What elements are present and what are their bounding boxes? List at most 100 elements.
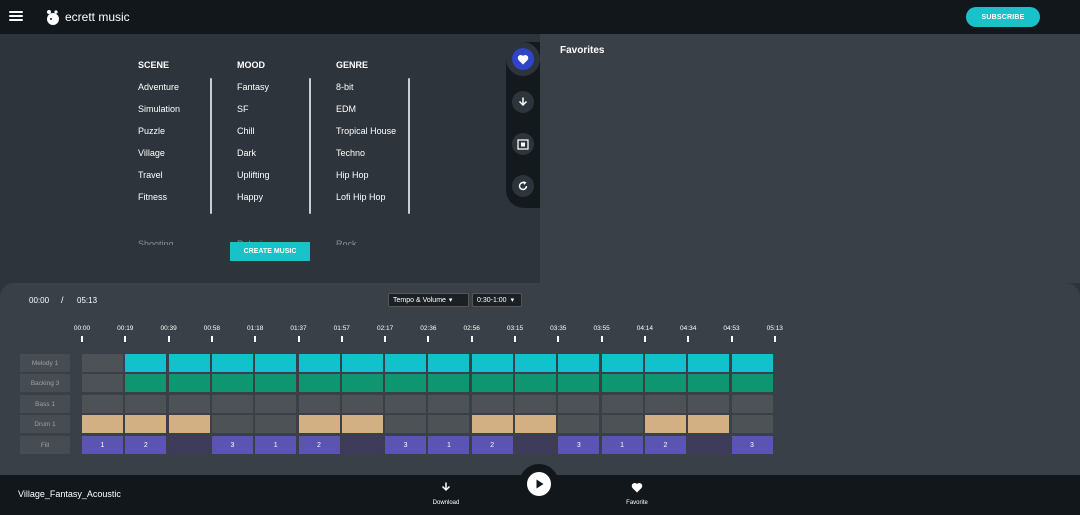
filter-item[interactable]: EDM (336, 104, 356, 114)
filter-item-partial[interactable]: Rock (336, 239, 357, 245)
filter-item[interactable]: Dark (237, 148, 257, 158)
filter-item[interactable]: Chill (237, 126, 255, 136)
fill-cell[interactable]: 3 (211, 436, 253, 454)
track-cell[interactable] (601, 374, 643, 392)
play-button[interactable] (519, 464, 559, 504)
track-cell[interactable] (688, 415, 730, 433)
track-cell[interactable] (515, 415, 556, 433)
track-cell[interactable] (688, 374, 730, 392)
subscribe-button[interactable]: SUBSCRIBE (966, 7, 1040, 27)
track-cell[interactable] (255, 374, 297, 392)
fill-cell[interactable] (168, 436, 210, 454)
track-cell[interactable] (211, 374, 253, 392)
track-cell[interactable] (428, 374, 470, 392)
favorites-tab[interactable] (506, 42, 540, 76)
filter-item[interactable]: Adventure (138, 82, 180, 92)
track-cell[interactable] (255, 354, 297, 372)
filter-item[interactable]: SF (237, 104, 249, 114)
track-cell[interactable] (471, 354, 513, 372)
track-cell[interactable] (644, 374, 686, 392)
history-tab[interactable] (506, 169, 540, 203)
fill-cell[interactable]: 1 (82, 436, 123, 454)
filter-item[interactable]: Fitness (138, 192, 168, 202)
track-cell[interactable] (341, 395, 383, 413)
track-cell[interactable] (385, 354, 427, 372)
fill-cell[interactable] (688, 436, 730, 454)
fill-cell[interactable]: 3 (385, 436, 427, 454)
track-cell[interactable] (644, 354, 686, 372)
filter-item[interactable]: Fantasy (237, 82, 270, 92)
video-tab[interactable] (506, 127, 540, 161)
track-cell[interactable] (125, 354, 167, 372)
filter-item[interactable]: Simulation (138, 104, 181, 114)
track-cell[interactable] (558, 354, 600, 372)
track-cell[interactable] (298, 415, 340, 433)
track-cell[interactable] (688, 395, 730, 413)
track-label[interactable]: Bass 1 (20, 395, 70, 413)
track-cell[interactable] (82, 374, 123, 392)
track-cell[interactable] (515, 395, 556, 413)
fill-cell[interactable]: 2 (125, 436, 167, 454)
brand-name[interactable]: ecrett music (65, 10, 130, 24)
filter-item[interactable]: Techno (336, 148, 366, 158)
track-cell[interactable] (341, 415, 383, 433)
track-cell[interactable] (515, 374, 556, 392)
track-cell[interactable] (125, 395, 167, 413)
mood-scrollbar[interactable] (309, 78, 311, 214)
track-cell[interactable] (731, 395, 773, 413)
filter-item[interactable]: Lofi Hip Hop (336, 192, 386, 202)
track-cell[interactable] (125, 374, 167, 392)
track-cell[interactable] (168, 374, 210, 392)
track-cell[interactable] (341, 374, 383, 392)
track-cell[interactable] (731, 374, 773, 392)
filter-item[interactable]: 8-bit (336, 82, 354, 92)
track-cell[interactable] (731, 354, 773, 372)
filter-item[interactable]: Village (138, 148, 165, 158)
fill-cell[interactable]: 2 (471, 436, 513, 454)
filter-item[interactable]: Tropical House (336, 126, 397, 136)
track-cell[interactable] (385, 415, 427, 433)
track-cell[interactable] (601, 354, 643, 372)
fill-cell[interactable]: 3 (731, 436, 773, 454)
scene-scrollbar[interactable] (210, 78, 212, 214)
filter-item[interactable]: Puzzle (138, 126, 166, 136)
mode-select[interactable]: Tempo & Volume ▾ (388, 293, 469, 307)
track-label[interactable]: Melody 1 (20, 354, 70, 372)
fill-cell[interactable]: 1 (255, 436, 297, 454)
track-cell[interactable] (428, 395, 470, 413)
track-cell[interactable] (82, 354, 123, 372)
track-cell[interactable] (341, 354, 383, 372)
range-select[interactable]: 0:30-1:00 ▾ (472, 293, 522, 307)
track-cell[interactable] (255, 415, 297, 433)
filter-item-partial[interactable]: Shooting (138, 239, 174, 245)
downloads-tab[interactable] (506, 85, 540, 119)
track-cell[interactable] (688, 354, 730, 372)
genre-scrollbar[interactable] (408, 78, 410, 214)
track-cell[interactable] (298, 354, 340, 372)
track-cell[interactable] (385, 374, 427, 392)
filter-item[interactable]: Travel (138, 170, 163, 180)
track-cell[interactable] (211, 395, 253, 413)
track-label[interactable]: Backing 3 (20, 374, 70, 392)
filter-item[interactable]: Hip Hop (336, 170, 369, 180)
track-cell[interactable] (601, 395, 643, 413)
track-cell[interactable] (385, 395, 427, 413)
track-cell[interactable] (601, 415, 643, 433)
favorite-button[interactable]: Favorite (612, 480, 662, 506)
download-button[interactable]: Download (421, 480, 471, 506)
track-cell[interactable] (731, 415, 773, 433)
fill-cell[interactable]: 2 (644, 436, 686, 454)
track-cell[interactable] (168, 395, 210, 413)
track-cell[interactable] (82, 395, 123, 413)
track-cell[interactable] (558, 374, 600, 392)
track-cell[interactable] (211, 415, 253, 433)
track-cell[interactable] (168, 415, 210, 433)
track-cell[interactable] (558, 415, 600, 433)
fill-cell[interactable]: 1 (428, 436, 470, 454)
track-cell[interactable] (298, 395, 340, 413)
track-cell[interactable] (428, 354, 470, 372)
create-music-button[interactable]: CREATE MUSIC (230, 242, 310, 261)
fill-cell[interactable] (515, 436, 556, 454)
track-cell[interactable] (558, 395, 600, 413)
track-cell[interactable] (298, 374, 340, 392)
